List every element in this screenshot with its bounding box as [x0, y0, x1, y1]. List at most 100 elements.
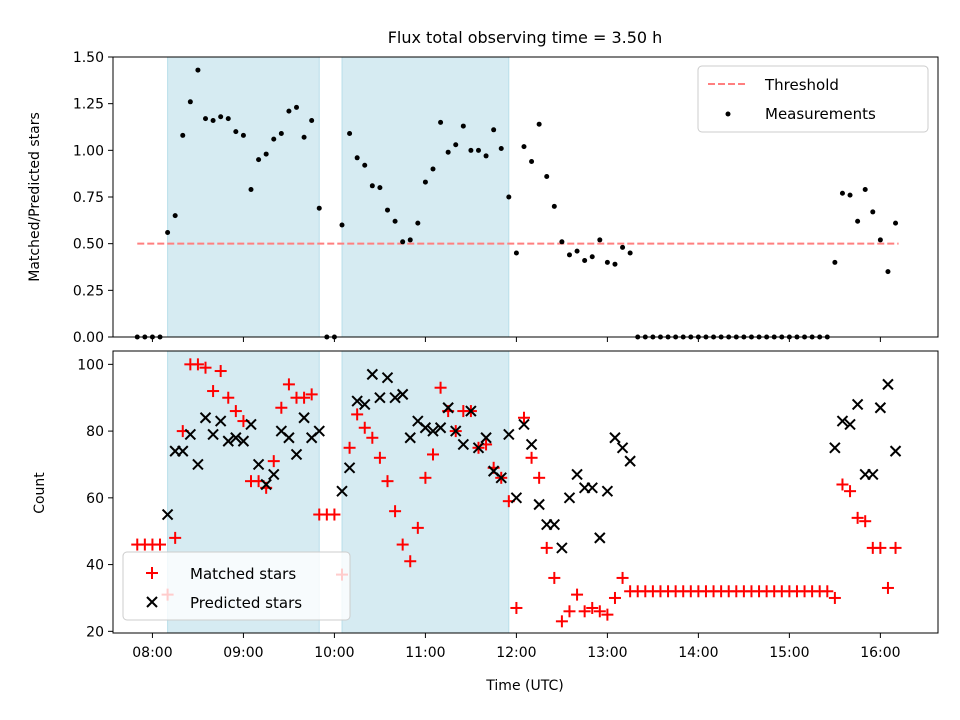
measurement-point	[862, 187, 868, 193]
matched-star-point	[419, 471, 432, 484]
predicted-star-point	[601, 485, 614, 497]
top-y-axis: 0.00 0.25 0.50 0.75 1.00 1.25 1.50	[73, 50, 113, 346]
measurement-point	[513, 250, 519, 256]
x-tick-label: 11:00	[405, 645, 445, 661]
ratio-panel: 0.00 0.25 0.50 0.75 1.00 1.25 1.50 Flux total …	[27, 28, 939, 346]
measurement-point	[445, 149, 451, 155]
predicted-star-point	[268, 468, 280, 481]
measurement-point	[589, 254, 595, 260]
matched-star-point	[366, 431, 379, 444]
predicted-star-point	[298, 412, 310, 424]
measurement-point	[392, 218, 398, 224]
top-y-tick-label: 1.00	[73, 143, 104, 159]
matched-star-point	[874, 541, 887, 554]
matched-star-point	[351, 408, 364, 421]
legend-threshold-label: Threshold	[764, 76, 839, 94]
measurement-point	[240, 132, 246, 138]
matched-star-point	[593, 605, 606, 618]
measurement-point	[627, 250, 633, 256]
measurement-point	[377, 185, 383, 191]
top-y-tick-label: 1.50	[73, 50, 104, 66]
x-tick-label: 13:00	[587, 645, 627, 661]
observing-window-2	[341, 56, 510, 338]
measurement-point	[612, 261, 618, 267]
matched-star-point	[328, 508, 341, 521]
predicted-star-point	[214, 415, 227, 427]
predicted-star-point	[510, 492, 523, 504]
measurement-point	[339, 222, 345, 228]
measurement-point	[301, 134, 307, 140]
predicted-star-point	[616, 442, 629, 454]
predicted-star-point	[222, 435, 234, 447]
matched-star-point	[381, 475, 394, 488]
predicted-star-point	[359, 398, 371, 411]
predicted-star-point	[594, 532, 606, 544]
top-legend-box	[697, 65, 929, 133]
measurements-legend-swatch	[725, 111, 731, 117]
measurement-point	[180, 132, 186, 138]
matched-star-point	[207, 385, 220, 398]
measurement-point	[839, 190, 845, 196]
predicted-star-point	[374, 392, 386, 404]
measurement-point	[415, 220, 421, 226]
measurement-point	[347, 131, 353, 137]
bottom-y-axis: 20 40 60 80 100	[77, 357, 113, 640]
measurement-point	[203, 116, 209, 122]
measurement-point	[438, 119, 444, 125]
matched-star-point	[389, 505, 402, 518]
matched-star-point	[434, 381, 447, 394]
matched-star-point	[373, 451, 386, 464]
predicted-star-point	[161, 508, 174, 521]
measurement-point	[536, 121, 542, 127]
measurement-point	[529, 159, 535, 165]
matched-star-point	[540, 541, 553, 554]
bottom-x-axis: 08:00 09:00 10:00 11:00 12:00 13:00 14:00 15:00…	[132, 633, 901, 661]
matched-star-point	[851, 511, 864, 524]
predicted-star-point	[874, 402, 887, 414]
top-y-tick-label: 0.50	[73, 237, 104, 253]
bottom-y-tick-label: 60	[86, 491, 104, 507]
measurement-point	[248, 187, 254, 193]
predicted-star-point	[472, 442, 485, 454]
predicted-star-point	[313, 425, 325, 437]
predicted-star-point	[245, 418, 257, 431]
matched-star-point	[881, 581, 894, 594]
measurement-point	[187, 99, 193, 105]
matched-star-point	[525, 451, 538, 464]
matched-star-point	[426, 448, 439, 461]
matched-star-point	[154, 538, 167, 551]
top-y-tick-label: 0.00	[73, 330, 104, 346]
measurement-point	[582, 257, 588, 263]
measurement-point	[263, 151, 269, 157]
predicted-star-point	[609, 432, 621, 444]
predicted-star-point	[404, 432, 416, 444]
predicted-star-point	[252, 458, 265, 471]
matched-star-point	[571, 588, 584, 601]
measurement-point	[460, 123, 466, 129]
predicted-star-point	[389, 392, 401, 404]
predicted-star-point	[343, 462, 356, 474]
predicted-star-point	[518, 418, 530, 431]
predicted-star-point	[434, 422, 447, 434]
measurement-point	[468, 147, 474, 153]
top-y-tick-label: 1.25	[73, 97, 104, 113]
top-chart-title: Flux total observing time = 3.50 h	[388, 28, 663, 47]
measurement-point	[832, 259, 838, 265]
x-tick-label: 10:00	[314, 645, 354, 661]
observing-window-2	[341, 350, 510, 634]
bottom-y-tick-label: 80	[86, 424, 104, 440]
x-tick-label: 15:00	[769, 645, 809, 661]
x-axis-label: Time (UTC)	[485, 678, 563, 694]
legend-matched-label: Matched stars	[190, 565, 296, 583]
predicted-legend-swatch	[146, 596, 158, 608]
predicted-star-point	[450, 425, 462, 437]
measurement-point	[453, 142, 459, 148]
bottom-y-tick-label: 100	[77, 357, 104, 373]
predicted-star-point	[829, 442, 841, 454]
predicted-star-point	[184, 428, 197, 441]
measurement-point	[574, 248, 580, 254]
matched-star-point	[199, 361, 212, 374]
measurement-point	[597, 237, 603, 243]
matched-star-point	[191, 358, 204, 371]
measurement-point	[172, 213, 178, 219]
